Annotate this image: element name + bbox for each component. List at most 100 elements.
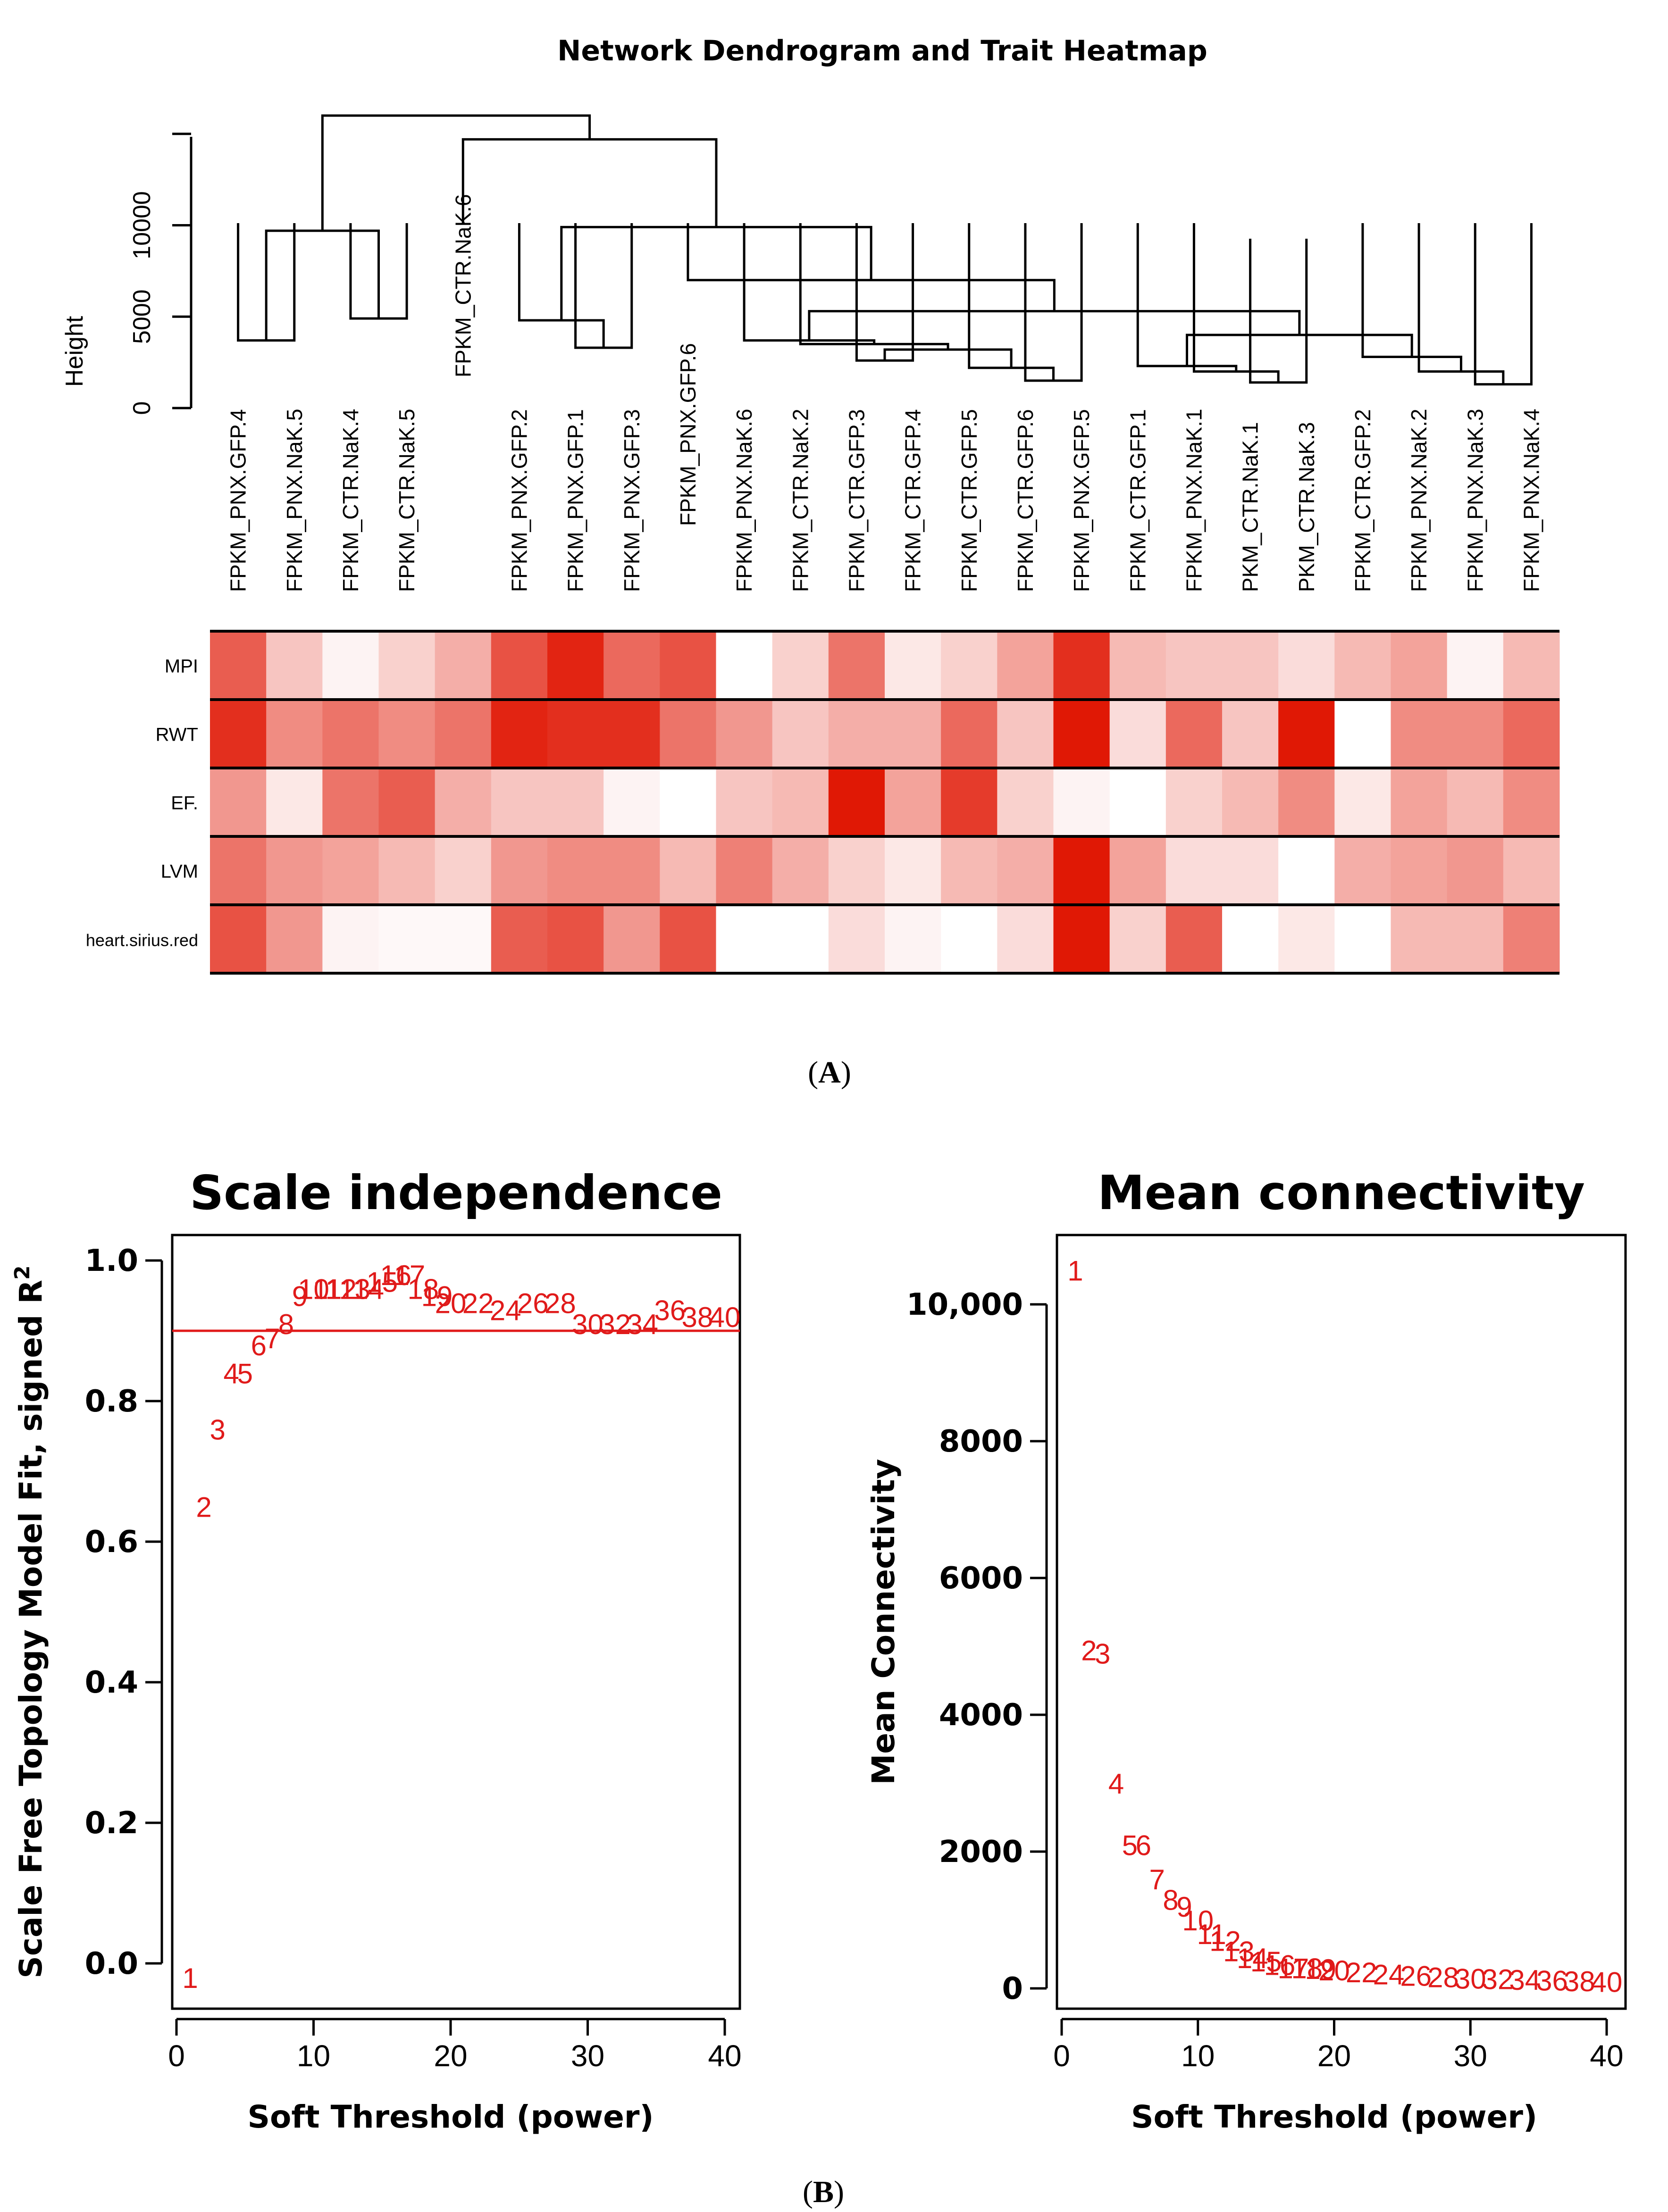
y-axis-label: Scale Free Topology Model Fit, signed R2 <box>10 1265 49 1978</box>
heatmap-cell <box>322 836 379 905</box>
data-point-label: 18 <box>408 1274 439 1305</box>
dendrogram-leaf-label: FPKM_PNX.NaK.1 <box>1182 409 1206 592</box>
dendrogram-leaf-label: FPKM_CTR.GFP.3 <box>844 409 869 592</box>
heatmap-cell <box>435 836 492 905</box>
data-point-label: 18 <box>1291 1953 1323 1985</box>
dendrogram-branch <box>883 348 1013 368</box>
heatmap-cell <box>378 905 436 973</box>
heatmap-cell <box>491 700 548 768</box>
panel-b-caption: (B) <box>803 2175 844 2209</box>
data-point-label: 28 <box>1427 1962 1459 1993</box>
dendrogram-leaf-label: FPKM_PNX.GFP.6 <box>676 343 700 526</box>
heatmap-cell <box>997 836 1054 905</box>
heatmap-cell <box>1334 768 1391 836</box>
heatmap-cell <box>435 700 492 768</box>
dendrogram-leaf-label: FPKM_CTR.NaK.4 <box>338 409 363 592</box>
heatmap-cell <box>378 631 436 700</box>
data-point-label: 20 <box>1318 1955 1350 1987</box>
heatmap-cell <box>1447 631 1504 700</box>
heatmap-cell <box>941 905 997 973</box>
heatmap-cell <box>322 631 379 700</box>
data-point-label: 36 <box>1536 1965 1568 1997</box>
data-point-label: 11 <box>312 1274 342 1305</box>
trait-label: LVM <box>161 861 198 882</box>
dendrogram-leaf-label: FPKM_CTR.NaK.2 <box>788 409 813 592</box>
dendrogram-leaf-label: FPKM_CTR.GFP.1 <box>1125 409 1150 592</box>
heatmap-cell <box>547 700 604 768</box>
heatmap-cell <box>660 631 716 700</box>
heatmap-cell <box>210 700 267 768</box>
data-point-label: 19 <box>421 1281 453 1312</box>
data-point-label: 13 <box>1223 1936 1255 1967</box>
heatmap-cell <box>266 631 323 700</box>
heatmap-cell <box>716 836 773 905</box>
x-axis-label: Soft Threshold (power) <box>247 2099 654 2135</box>
heatmap-cell <box>435 905 492 973</box>
dendrogram-leaf-label: FPKM_PNX.GFP.5 <box>1069 409 1094 592</box>
dendrogram-leaf-label: FPKM_PNX.GFP.1 <box>563 409 588 592</box>
heatmap-cell <box>1278 631 1335 700</box>
heatmap-cell <box>1109 836 1166 905</box>
y-tick-label: 1.0 <box>85 1244 138 1278</box>
x-tick-label: 30 <box>1454 2039 1487 2073</box>
panel-a-title: Network Dendrogram and Trait Heatmap <box>557 34 1207 67</box>
heatmap-cell <box>1053 905 1110 973</box>
heatmap-cell <box>772 631 829 700</box>
heatmap-cell <box>772 768 829 836</box>
heatmap-cell <box>435 631 492 700</box>
plot-frame <box>171 1234 741 2010</box>
heatmap-cell <box>660 905 716 973</box>
heatmap-cell <box>378 700 436 768</box>
data-point-label: 5 <box>1122 1830 1138 1861</box>
trait-heatmap <box>210 630 1560 975</box>
plot-frame <box>1056 1234 1627 2010</box>
heatmap-cell <box>603 905 660 973</box>
y-axis-label: Mean Connectivity <box>865 1459 902 1785</box>
data-point-label: 28 <box>545 1287 576 1319</box>
y-tick-label: 6000 <box>939 1561 1023 1596</box>
data-point-label: 24 <box>490 1294 521 1326</box>
data-point-label: 15 <box>1250 1946 1282 1978</box>
heatmap-cell <box>1278 700 1335 768</box>
dendrogram-y-axis: 0 5000 10000 Height <box>61 133 193 415</box>
heatmap-cell <box>1503 700 1560 768</box>
heatmap-cell <box>378 768 436 836</box>
heatmap-cell <box>491 631 548 700</box>
y-tick-label: 8000 <box>939 1424 1023 1459</box>
dendrogram-leaf-label: FPKM_CTR.NaK.6 <box>451 194 475 377</box>
dendrogram-tick-label: 10000 <box>128 191 156 259</box>
data-point-label: 30 <box>1455 1963 1486 1995</box>
data-point-label: 40 <box>1591 1967 1623 1998</box>
data-point-label: 19 <box>1305 1953 1336 1985</box>
heatmap-cell <box>1053 631 1110 700</box>
dendrogram-leaf-label: FPKM_PNX.NaK.4 <box>1519 409 1543 592</box>
trait-labels: MPI RWT EF. LVM heart.sirius.red <box>86 656 198 950</box>
heatmap-cell <box>1109 768 1166 836</box>
heatmap-cell <box>1165 700 1223 768</box>
x-tick-label: 20 <box>1317 2039 1351 2073</box>
heatmap-cell <box>322 905 379 973</box>
heatmap-cell <box>266 836 323 905</box>
data-point-label: 14 <box>1237 1943 1268 1974</box>
y-tick-label: 10,000 <box>906 1287 1023 1322</box>
heatmap-cell <box>603 836 660 905</box>
dendrogram-branch <box>560 225 872 320</box>
trait-label: heart.sirius.red <box>86 931 198 950</box>
y-tick-label: 0.6 <box>85 1525 138 1560</box>
x-tick-label: 40 <box>1590 2039 1623 2073</box>
plot-title: Mean connectivity <box>1098 1165 1585 1220</box>
y-tick-label: 0 <box>1002 1971 1023 2006</box>
dendrogram-branch <box>265 229 380 341</box>
data-point-label: 6 <box>1136 1830 1151 1861</box>
heatmap-cell <box>828 768 885 836</box>
data-point-label: 12 <box>1209 1926 1241 1957</box>
y-tick-label: 0.4 <box>85 1665 138 1700</box>
data-point-label: 8 <box>1163 1885 1178 1916</box>
heatmap-cell <box>1165 768 1223 836</box>
x-tick-label: 10 <box>1181 2039 1215 2073</box>
heatmap-cell <box>1391 768 1448 836</box>
heatmap-cell <box>716 905 773 973</box>
dendrogram-branch <box>1474 223 1533 386</box>
data-point-label: 7 <box>1149 1864 1165 1895</box>
